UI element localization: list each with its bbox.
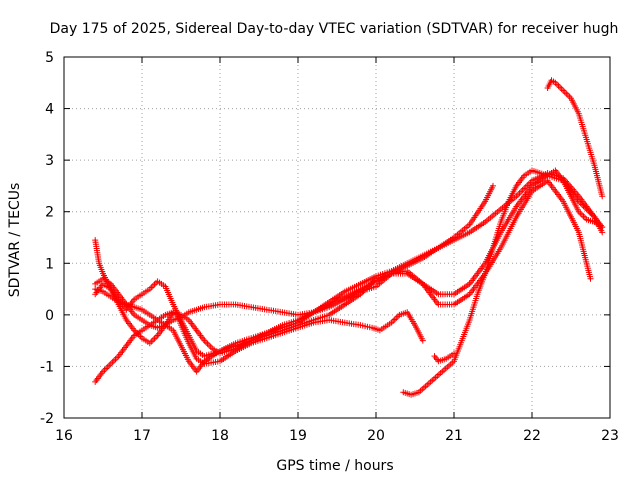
plus-marker	[149, 282, 156, 289]
x-tick-label: 17	[133, 428, 151, 444]
x-tick-label: 23	[601, 428, 619, 444]
plus-marker	[114, 354, 121, 361]
plus-marker	[207, 343, 214, 350]
plus-marker	[110, 357, 117, 364]
y-tick-label: -2	[40, 411, 54, 427]
plus-marker	[112, 356, 119, 363]
plus-marker	[560, 87, 567, 94]
plus-marker	[206, 342, 213, 349]
plus-marker	[587, 275, 594, 282]
plus-marker	[578, 211, 585, 218]
plus-marker	[393, 314, 400, 321]
x-tick-label: 22	[523, 428, 541, 444]
plus-marker	[561, 89, 568, 96]
series-track-h	[544, 77, 606, 200]
plus-marker	[101, 367, 108, 374]
plus-marker	[153, 334, 160, 341]
plus-marker	[555, 82, 562, 89]
plus-marker	[519, 187, 526, 194]
plus-marker	[599, 224, 606, 231]
plus-marker	[419, 337, 426, 344]
plus-marker	[518, 188, 525, 195]
y-tick-label: 3	[45, 153, 54, 169]
plus-marker	[390, 318, 397, 325]
plus-marker	[514, 191, 521, 198]
plus-marker	[599, 193, 606, 200]
plus-marker	[599, 229, 606, 236]
plus-marker	[563, 90, 570, 97]
series-track-f	[400, 167, 606, 398]
x-tick-label: 18	[211, 428, 229, 444]
x-tick-label: 19	[289, 428, 307, 444]
series-track-g	[431, 350, 457, 365]
plus-marker	[451, 350, 457, 357]
plot-frame	[63, 56, 611, 419]
series-track-e	[92, 172, 606, 375]
plus-marker	[104, 363, 111, 370]
data-marks-layer	[92, 77, 606, 398]
y-axis-label: SDTVAR / TECUs	[7, 183, 23, 298]
x-tick-label: 16	[55, 428, 73, 444]
x-axis-label: GPS time / hours	[276, 458, 393, 474]
plus-marker	[151, 335, 158, 342]
plus-marker	[553, 81, 560, 88]
plus-marker	[564, 92, 571, 99]
plus-marker	[106, 362, 113, 369]
plus-marker	[148, 338, 155, 345]
plus-marker	[558, 85, 565, 92]
x-tick-label: 21	[445, 428, 463, 444]
chart-title: Day 175 of 2025, Sidereal Day-to-day VTE…	[50, 21, 619, 37]
y-tick-label: 4	[45, 102, 54, 118]
y-tick-label: 5	[45, 50, 54, 66]
plus-marker	[516, 190, 523, 197]
y-tick-label: 0	[45, 308, 54, 324]
plus-marker	[202, 339, 209, 346]
plus-marker	[204, 340, 211, 347]
plus-marker	[148, 284, 155, 291]
plus-marker	[109, 359, 116, 366]
y-tick-label: -1	[40, 359, 54, 375]
x-tick-label: 20	[367, 428, 385, 444]
plus-marker	[490, 182, 496, 189]
series-track-c	[92, 177, 594, 331]
series-track-d	[92, 182, 496, 360]
plus-marker	[580, 213, 587, 220]
plus-marker	[391, 316, 398, 323]
y-tick-label: 2	[45, 205, 54, 221]
plus-marker	[557, 84, 564, 91]
grid-layer	[64, 57, 610, 418]
y-tick-label: 1	[45, 256, 54, 272]
